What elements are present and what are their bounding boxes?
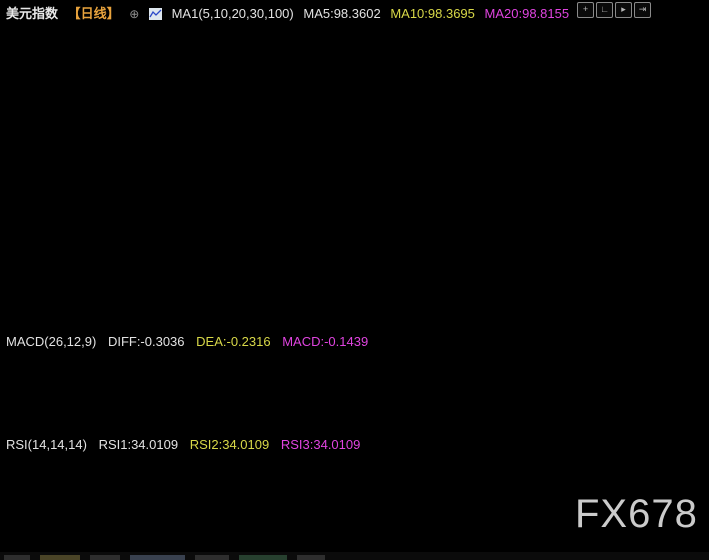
bottom-bar-fragment <box>195 555 229 560</box>
ma5-value: MA5:98.3602 <box>303 6 381 21</box>
macd-value: MACD:-0.1439 <box>282 334 369 349</box>
rsi3-value: RSI3:34.0109 <box>280 437 361 452</box>
play-forward-icon[interactable]: ▸ <box>615 2 632 18</box>
ma20-value: MA20:98.8155 <box>484 6 570 21</box>
bottom-bar-fragment <box>297 555 325 560</box>
symbol-name: 美元指数 <box>6 6 59 21</box>
rsi-header: RSI(14,14,14) RSI1:34.0109 RSI2:34.0109 … <box>6 437 368 452</box>
bottom-bar <box>0 552 709 560</box>
period-label[interactable]: 【日线】 <box>67 6 120 21</box>
chart-toolbar: + ∟ ▸ ⇥ <box>577 2 651 18</box>
rsi1-value: RSI1:34.0109 <box>98 437 179 452</box>
add-indicator-icon[interactable]: ⊕ <box>129 7 140 21</box>
macd-dea-value: DEA:-0.2316 <box>196 334 271 349</box>
axis-scale-icon[interactable]: ∟ <box>596 2 613 18</box>
bottom-bar-fragment <box>4 555 30 560</box>
macd-title: MACD(26,12,9) <box>6 334 97 349</box>
bottom-bar-fragment <box>40 555 80 560</box>
ma10-value: MA10:98.3695 <box>390 6 475 21</box>
bottom-bar-fragment <box>130 555 185 560</box>
crosshair-icon[interactable]: + <box>577 2 594 18</box>
macd-header: MACD(26,12,9) DIFF:-0.3036 DEA:-0.2316 M… <box>6 334 376 349</box>
ma-group-label: MA1(5,10,20,30,100) <box>171 6 294 21</box>
fx678-watermark: FX678 <box>575 492 698 536</box>
chart-thumbnail-icon[interactable] <box>148 8 162 23</box>
rsi-title: RSI(14,14,14) <box>6 437 87 452</box>
collapse-panel-icon[interactable]: ⇥ <box>634 2 651 18</box>
rsi2-value: RSI2:34.0109 <box>189 437 270 452</box>
bottom-bar-fragment <box>90 555 120 560</box>
bottom-bar-fragment <box>239 555 287 560</box>
chart-header: 美元指数 【日线】 ⊕ MA1(5,10,20,30,100) MA5:98.3… <box>6 3 575 23</box>
macd-diff-value: DIFF:-0.3036 <box>107 334 185 349</box>
